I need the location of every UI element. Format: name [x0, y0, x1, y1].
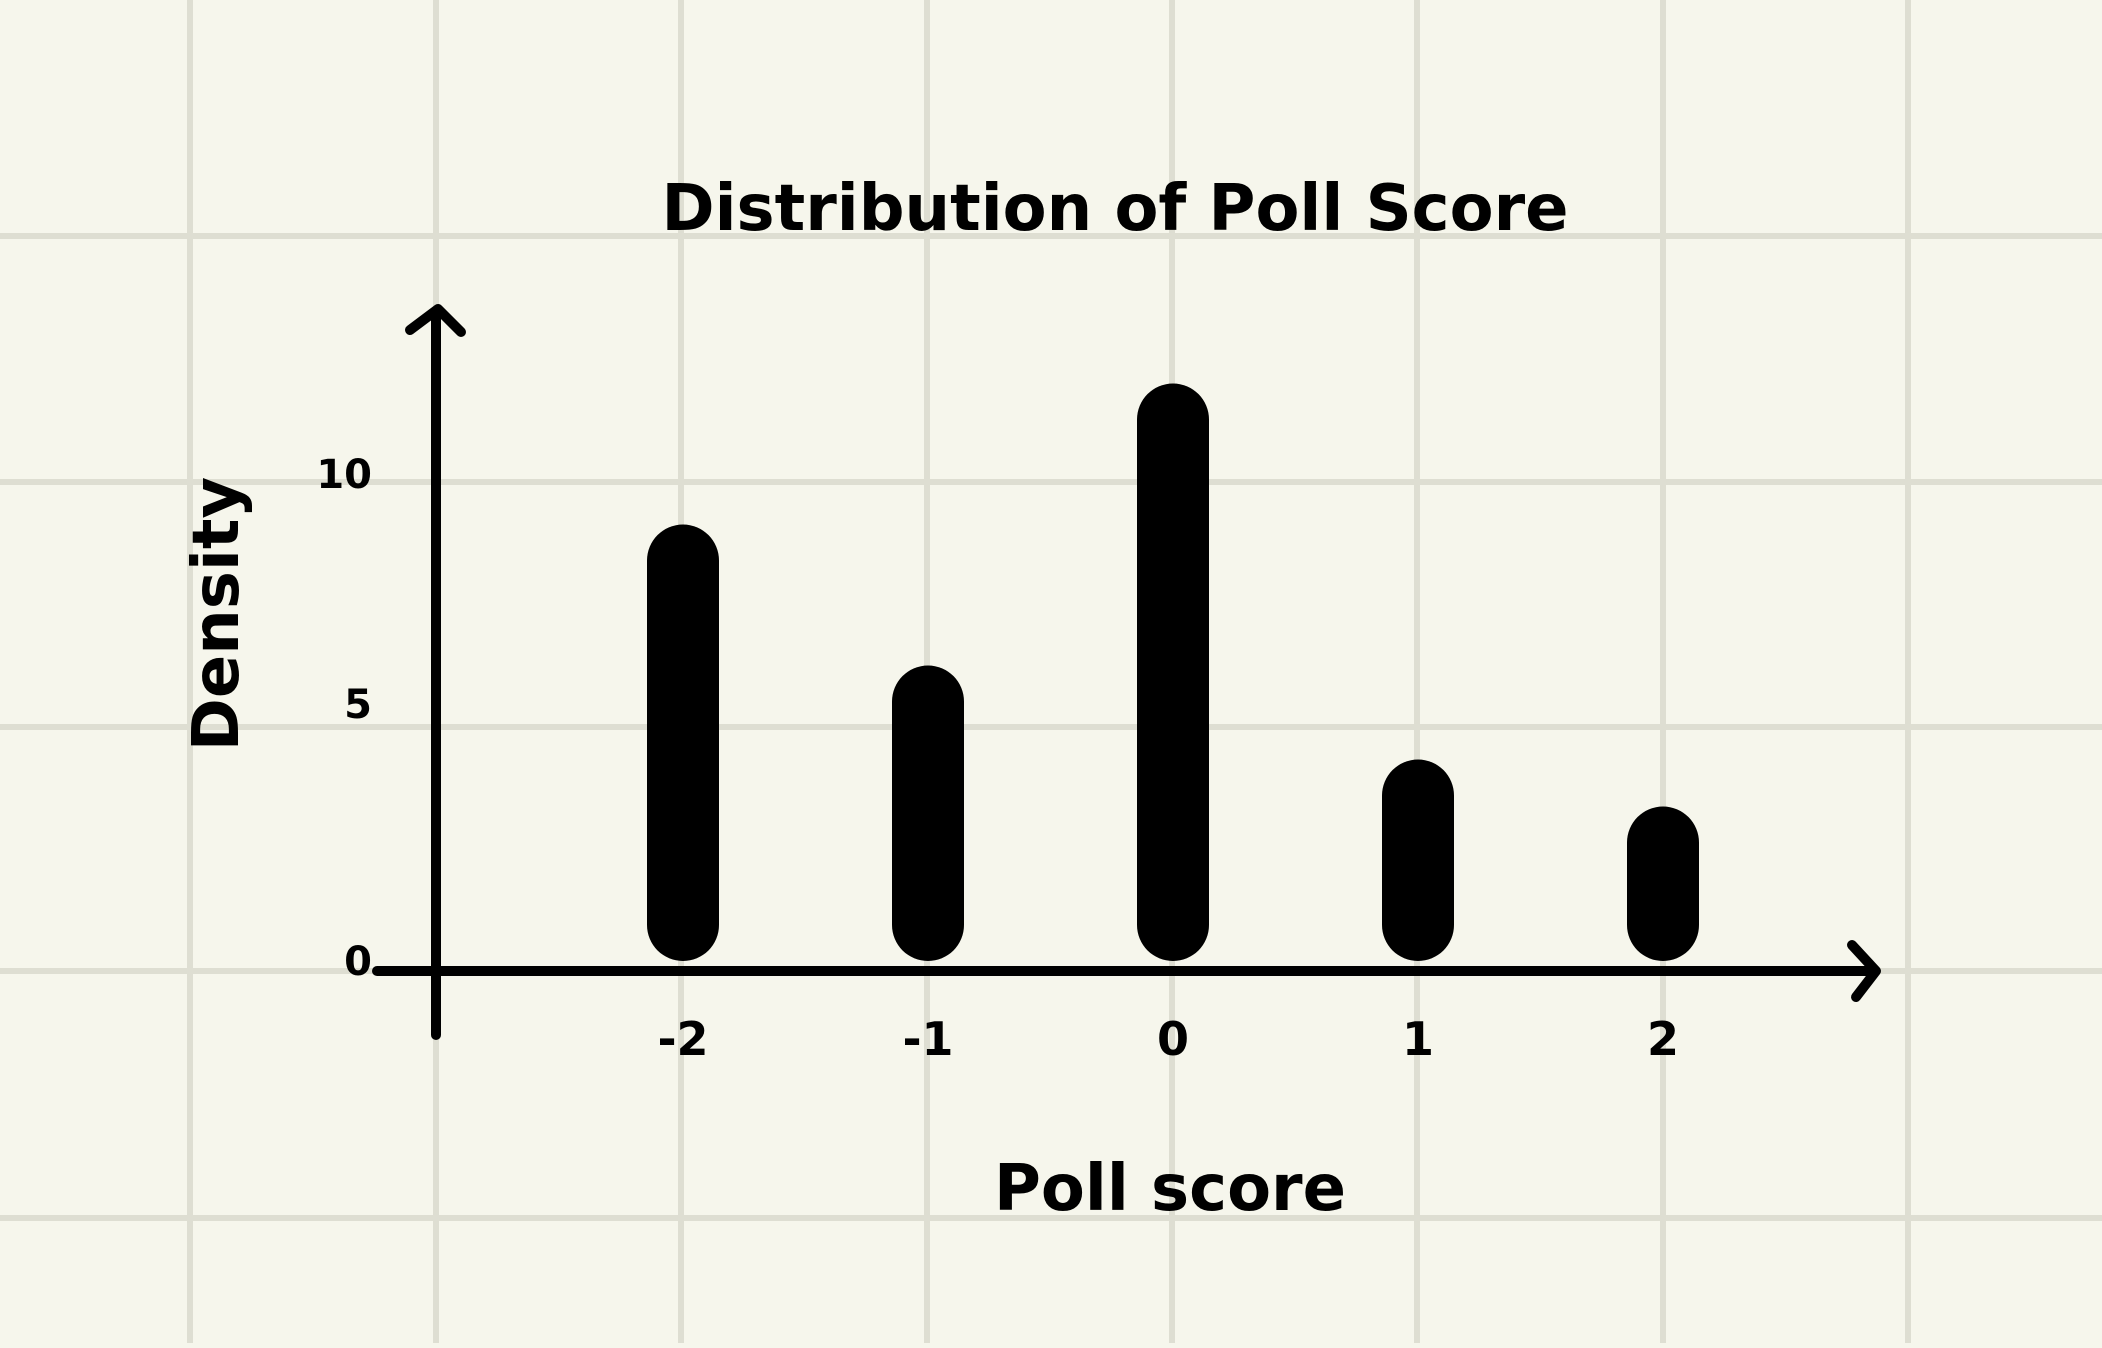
x-tick-label: 2 — [1647, 1012, 1679, 1066]
bar — [892, 665, 964, 961]
x-tick-label: -2 — [657, 1012, 708, 1066]
y-tick-label: 10 — [316, 452, 372, 498]
x-tick-label: -1 — [902, 1012, 953, 1066]
chart-title: Distribution of Poll Score — [661, 172, 1568, 246]
axes — [372, 304, 1881, 1040]
x-axis-arrowhead — [1847, 940, 1881, 1002]
bars — [647, 383, 1699, 961]
bar — [647, 524, 719, 961]
y-axis-label: Density — [180, 477, 254, 751]
x-tick-label: 0 — [1157, 1012, 1189, 1066]
y-tick-label: 5 — [344, 682, 372, 728]
bar — [1137, 383, 1209, 961]
x-axis-label: Poll score — [994, 1152, 1346, 1226]
y-axis-arrowhead — [405, 304, 466, 337]
bar — [1627, 806, 1699, 961]
y-tick-labels: 0 5 10 — [316, 452, 372, 985]
y-tick-label: 0 — [344, 939, 372, 985]
bar — [1382, 759, 1454, 961]
x-tick-label: 1 — [1402, 1012, 1434, 1066]
x-tick-labels: -2 -1 0 1 2 — [657, 1012, 1679, 1066]
